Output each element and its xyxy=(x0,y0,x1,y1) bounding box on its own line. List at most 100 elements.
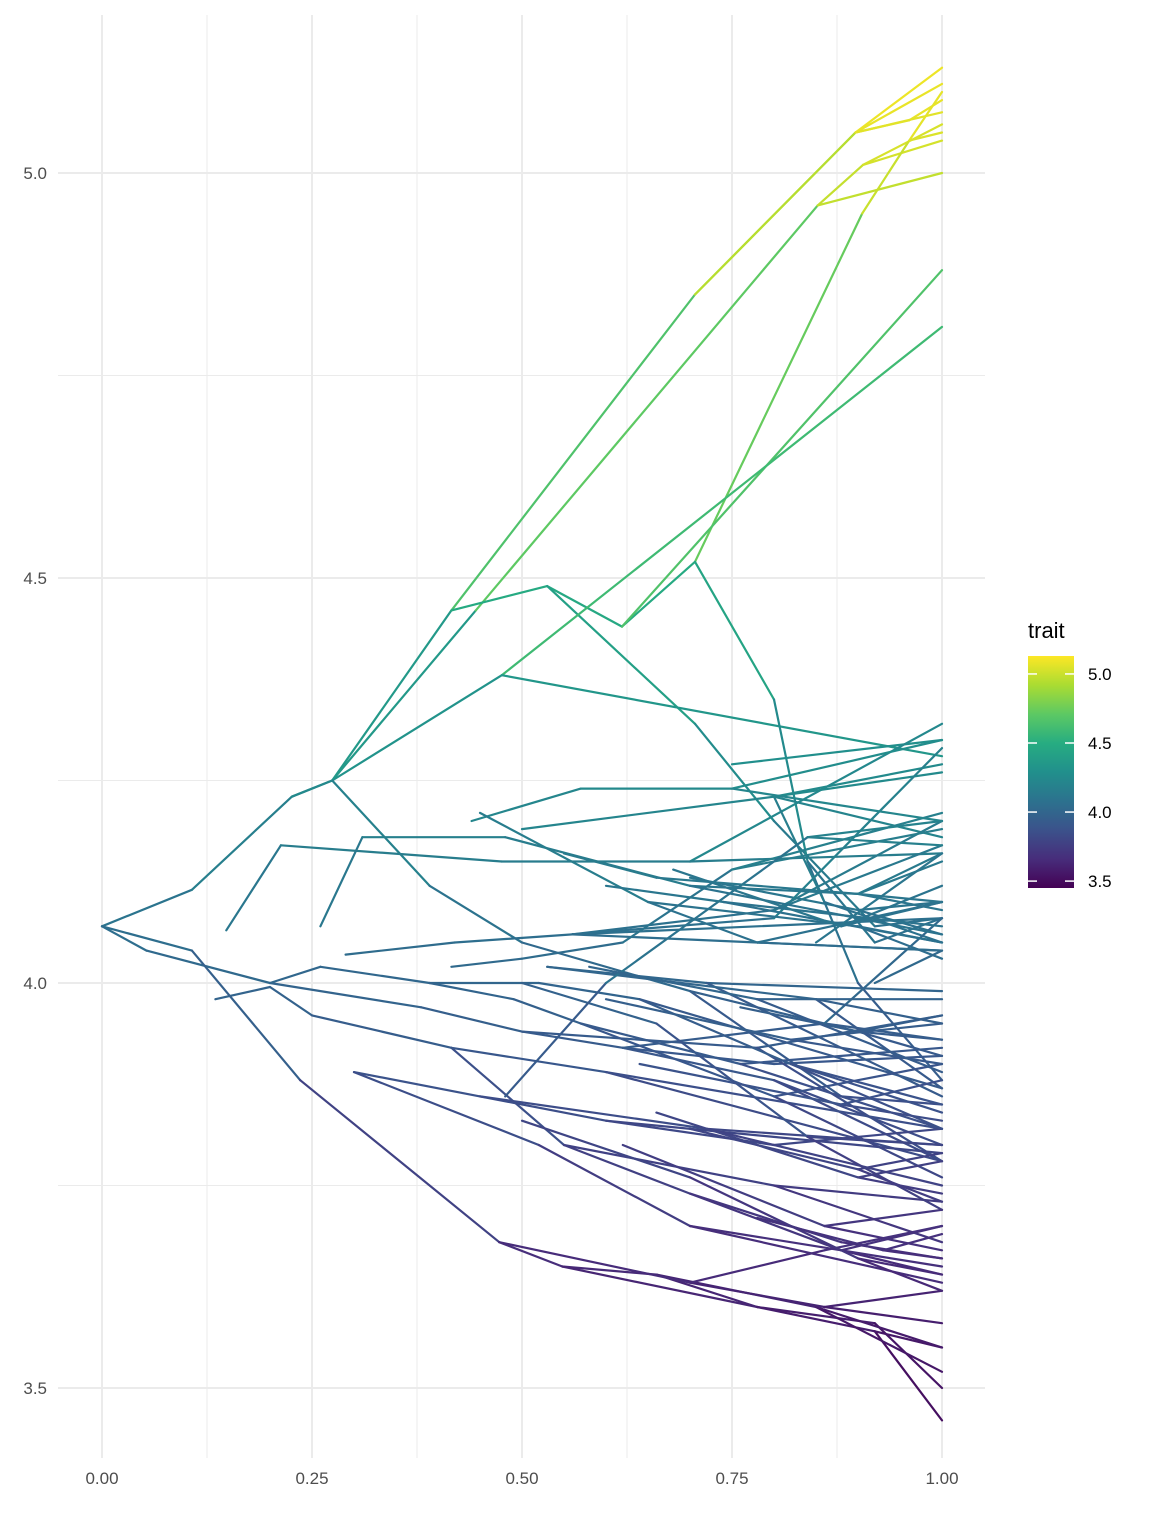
branch-segment xyxy=(520,795,776,831)
branch-segment xyxy=(688,989,843,1098)
branch-segment xyxy=(588,965,759,1001)
series-b7 xyxy=(816,171,944,207)
branch-segment xyxy=(772,771,944,798)
branch-segment xyxy=(498,1241,692,1284)
branch-segment xyxy=(823,917,944,1025)
branch-segment xyxy=(861,139,911,215)
branch-segment xyxy=(190,795,293,891)
axis-tick-labels: 0.00 0.25 0.50 0.75 1.00 3.5 4.0 4.5 5.0 xyxy=(23,164,958,1488)
branch-segment xyxy=(621,1143,826,1228)
branch-segment xyxy=(856,852,944,896)
legend-label: 3.5 xyxy=(1088,872,1112,891)
branch-segment xyxy=(688,1281,826,1309)
branch-segment xyxy=(546,584,697,725)
branch-segment xyxy=(214,985,272,1001)
branch-segment xyxy=(840,1095,944,1106)
series-b93 xyxy=(840,1079,944,1106)
branch-segment xyxy=(739,1006,860,1033)
branch-segment xyxy=(310,1014,453,1049)
y-tick-label: 5.0 xyxy=(23,164,47,183)
series-b99 xyxy=(739,1006,944,1058)
branch-segment xyxy=(856,900,944,912)
series-b67 xyxy=(688,884,944,936)
branch-segment xyxy=(520,1119,692,1179)
series-b95 xyxy=(856,1151,944,1171)
branch-segment xyxy=(814,1305,944,1349)
branch-segment xyxy=(646,900,860,928)
branch-segment xyxy=(730,787,944,823)
series-b111 xyxy=(588,965,944,1001)
branch-segment xyxy=(331,674,503,782)
branch-segment xyxy=(856,1257,944,1276)
branch-segment xyxy=(806,1135,944,1147)
branch-segment xyxy=(873,1330,944,1422)
branch-segment xyxy=(420,1006,524,1033)
branch-segment xyxy=(512,998,582,1025)
series-b86 xyxy=(562,852,944,904)
branch-segment xyxy=(908,131,944,142)
branch-segment xyxy=(352,1070,482,1098)
branch-segment xyxy=(100,925,148,952)
branch-segment xyxy=(561,1265,759,1309)
series-b105 xyxy=(672,868,944,928)
branch-segment xyxy=(604,1070,944,1130)
series-b90 xyxy=(814,852,944,944)
branch-segment xyxy=(840,900,944,928)
branch-segment xyxy=(856,1014,944,1033)
series-b12 xyxy=(331,325,944,782)
series-b59 xyxy=(688,1224,944,1284)
series-b110 xyxy=(823,1208,944,1228)
branch-segment xyxy=(823,1224,944,1252)
branch-segment xyxy=(638,998,792,1066)
branch-segment xyxy=(789,1062,944,1114)
branch-segment xyxy=(856,1176,944,1195)
branch-segment xyxy=(688,1192,843,1252)
branch-segment xyxy=(268,965,322,985)
branch-segment xyxy=(474,204,819,612)
branch-segment xyxy=(730,811,944,871)
series-b84 xyxy=(504,819,944,1098)
branch-segment xyxy=(730,738,944,790)
branch-segment xyxy=(739,1062,944,1130)
series-b9 xyxy=(908,131,944,142)
branch-segment xyxy=(823,1289,944,1309)
series-b50 xyxy=(814,1305,944,1349)
series-b61 xyxy=(730,811,944,871)
branch-segment xyxy=(621,1046,776,1082)
series-b16 xyxy=(290,779,944,1106)
branch-segment xyxy=(268,985,314,1017)
branch-segment xyxy=(688,1249,826,1284)
branch-segment xyxy=(100,888,193,928)
branch-segment xyxy=(772,819,944,912)
branch-segment xyxy=(789,1062,944,1130)
branch-segment xyxy=(428,981,515,1001)
branch-segment xyxy=(453,933,574,944)
series-b40 xyxy=(688,1192,944,1260)
branch-segment xyxy=(772,844,944,912)
series-b73 xyxy=(772,1062,944,1098)
branch-segment xyxy=(620,269,944,628)
legend-label: 5.0 xyxy=(1088,665,1112,684)
branch-segment xyxy=(908,98,944,122)
branch-segment xyxy=(655,876,860,896)
branch-segment xyxy=(498,1241,564,1268)
branch-segment xyxy=(604,836,809,985)
branch-segment xyxy=(814,852,944,944)
branch-segment xyxy=(655,1022,809,1139)
branch-segment xyxy=(620,560,697,628)
branch-segment xyxy=(772,1184,944,1203)
branch-segment xyxy=(856,860,944,896)
branch-segment xyxy=(814,998,944,1090)
series-b34 xyxy=(772,1079,944,1163)
branch-segment xyxy=(772,1054,944,1066)
branch-segment xyxy=(331,779,431,887)
branch-segment xyxy=(562,852,658,879)
branch-segment xyxy=(331,609,453,782)
branch-segment xyxy=(688,1176,860,1260)
branch-segment xyxy=(840,884,944,928)
branch-segment xyxy=(772,1062,944,1098)
branch-segment xyxy=(352,1070,540,1147)
legend-label: 4.5 xyxy=(1088,734,1112,753)
branch-segment xyxy=(772,1079,944,1163)
branch-segment xyxy=(537,1143,692,1228)
